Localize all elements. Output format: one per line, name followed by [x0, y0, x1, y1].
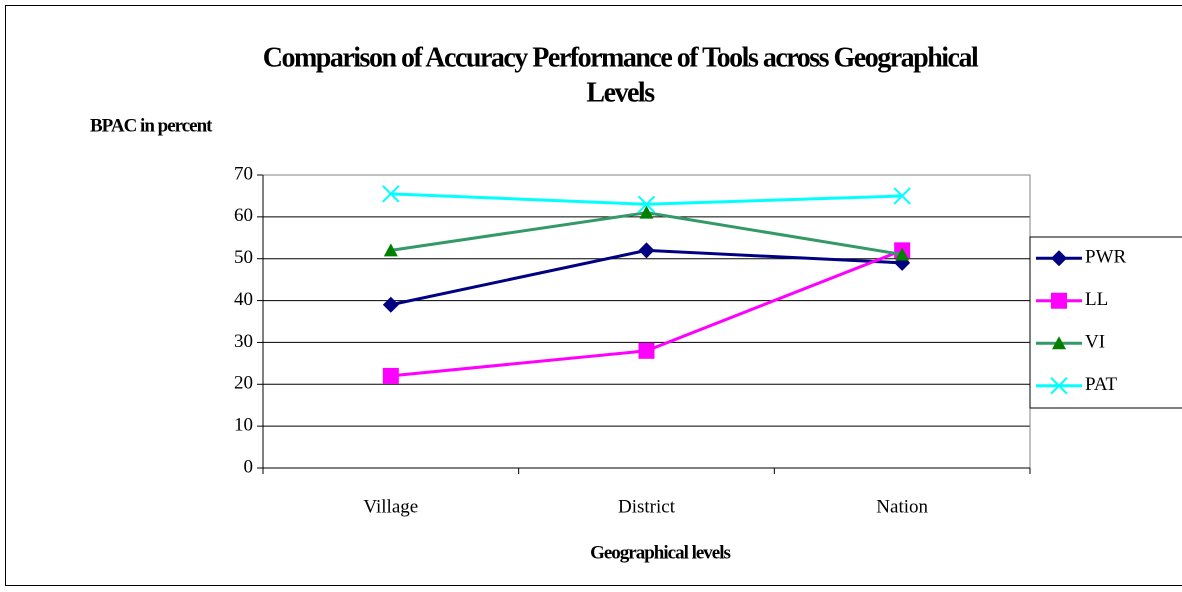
y-tick-label: 10	[234, 415, 253, 436]
legend-marker	[1051, 250, 1067, 267]
legend-marker	[1052, 336, 1066, 350]
y-tick-label: 40	[234, 289, 253, 310]
legend-marker	[1051, 292, 1067, 309]
data-point	[637, 195, 656, 214]
data-point	[638, 242, 655, 259]
legend-marker	[1050, 377, 1068, 395]
chart-title: Comparison of Accuracy Performance of To…	[263, 42, 979, 73]
data-point	[893, 187, 911, 205]
y-axis-title: BPAC in percent	[90, 115, 213, 136]
legend-label: PWR	[1085, 247, 1127, 268]
series-line	[390, 192, 903, 206]
data-point	[895, 247, 910, 261]
data-point	[639, 205, 654, 219]
legend-box	[1029, 236, 1182, 409]
data-point	[638, 342, 655, 359]
data-point	[382, 296, 399, 313]
y-tick-label: 30	[234, 331, 253, 352]
data-point	[383, 243, 398, 257]
y-tick-label: 60	[234, 205, 253, 226]
y-tick-label: 20	[234, 373, 253, 394]
data-point	[382, 367, 399, 384]
plot-area	[262, 174, 1031, 469]
x-axis-title: Geographical levels	[590, 542, 730, 563]
x-tick-label: Nation	[876, 496, 928, 517]
chart-frame	[5, 5, 1182, 586]
y-tick-label: 70	[234, 163, 253, 184]
x-tick-label: District	[618, 496, 676, 517]
x-tick-label: Village	[363, 496, 418, 517]
y-tick-label: 0	[244, 456, 254, 477]
data-point	[382, 185, 400, 203]
chart-title: Levels	[586, 77, 655, 108]
legend-label: LL	[1085, 289, 1108, 310]
legend-label: VI	[1085, 332, 1105, 353]
y-tick-label: 50	[234, 247, 253, 268]
legend-label: PAT	[1085, 374, 1117, 395]
